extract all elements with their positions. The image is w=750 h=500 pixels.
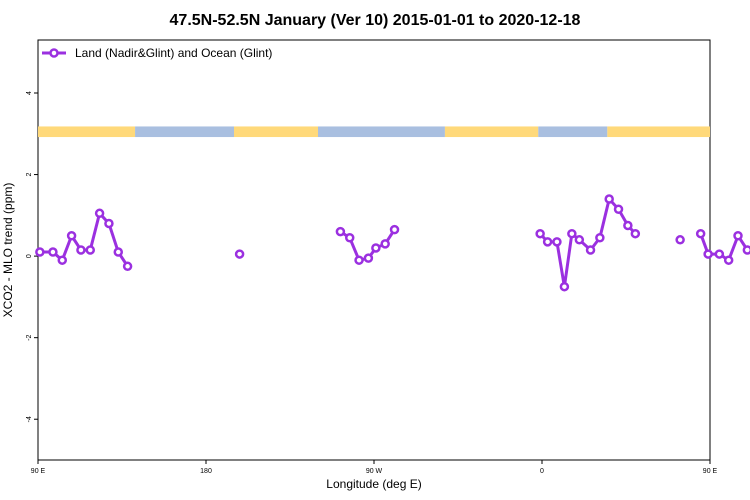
data-point xyxy=(344,233,355,243)
data-point xyxy=(66,230,77,241)
data-point xyxy=(35,247,45,257)
data-point xyxy=(630,228,641,239)
y-tick-label: 2 xyxy=(26,173,33,177)
data-point xyxy=(389,224,400,235)
x-tick-label: 90 E xyxy=(31,468,46,475)
series-line xyxy=(39,211,129,268)
x-axis: 90 E 180 90 W 0 90 E xyxy=(31,460,718,475)
band-segment-ocean xyxy=(538,126,608,138)
y-tick-label: 4 xyxy=(26,91,33,95)
legend-label: Land (Nadir&Glint) and Ocean (Glint) xyxy=(75,46,272,60)
data-point xyxy=(122,261,133,272)
data-point xyxy=(585,245,596,255)
data-point xyxy=(354,255,364,265)
data-point xyxy=(76,245,86,255)
x-axis-label: Longitude (deg E) xyxy=(326,477,421,491)
y-tick-label: 0 xyxy=(26,254,33,258)
x-tick-label: 0 xyxy=(540,468,544,475)
data-point xyxy=(723,255,734,265)
data-point xyxy=(733,230,743,241)
data-point xyxy=(335,226,346,237)
data-point xyxy=(623,220,633,231)
data-point xyxy=(742,245,750,255)
x-tick-label: 90 E xyxy=(703,468,718,475)
data-point xyxy=(113,247,124,257)
data-point xyxy=(714,249,725,259)
data-point xyxy=(48,247,58,257)
land-ocean-band xyxy=(38,126,710,138)
y-axis-label: XCO2 - MLO trend (ppm) xyxy=(1,183,15,318)
data-point xyxy=(85,245,96,255)
x-tick-label: 90 W xyxy=(366,468,383,475)
data-point xyxy=(371,243,381,253)
data-point xyxy=(57,255,68,265)
data-point xyxy=(595,233,605,243)
data-point xyxy=(695,228,706,239)
data-point xyxy=(363,253,374,263)
y-tick-label: -2 xyxy=(26,334,33,340)
x-tick-label: 180 xyxy=(200,468,212,475)
data-point xyxy=(94,208,105,219)
band-segment-land xyxy=(444,126,539,138)
y-axis: -4 -2 0 2 4 xyxy=(26,91,38,422)
data-point xyxy=(380,239,390,249)
data-point xyxy=(559,281,570,292)
data-point xyxy=(552,237,562,247)
legend-marker xyxy=(49,48,59,58)
data-point xyxy=(604,194,614,204)
data-point xyxy=(567,228,577,239)
data-point xyxy=(703,249,713,259)
data-point xyxy=(613,204,624,214)
band-segment-land xyxy=(234,126,318,138)
data-point xyxy=(574,235,585,245)
legend: Land (Nadir&Glint) and Ocean (Glint) xyxy=(42,46,272,60)
data-point xyxy=(542,237,553,247)
data-point xyxy=(675,235,685,245)
band-segment-ocean xyxy=(318,126,445,138)
data-point xyxy=(104,218,114,229)
y-tick-label: -4 xyxy=(26,416,33,422)
data-point xyxy=(535,228,545,239)
band-segment-land xyxy=(38,126,136,138)
data-point xyxy=(234,249,245,259)
band-segment-land xyxy=(607,126,710,138)
series-group xyxy=(35,194,750,292)
band-segment-ocean xyxy=(135,126,234,138)
chart-title: 47.5N-52.5N January (Ver 10) 2015-01-01 … xyxy=(170,12,581,29)
